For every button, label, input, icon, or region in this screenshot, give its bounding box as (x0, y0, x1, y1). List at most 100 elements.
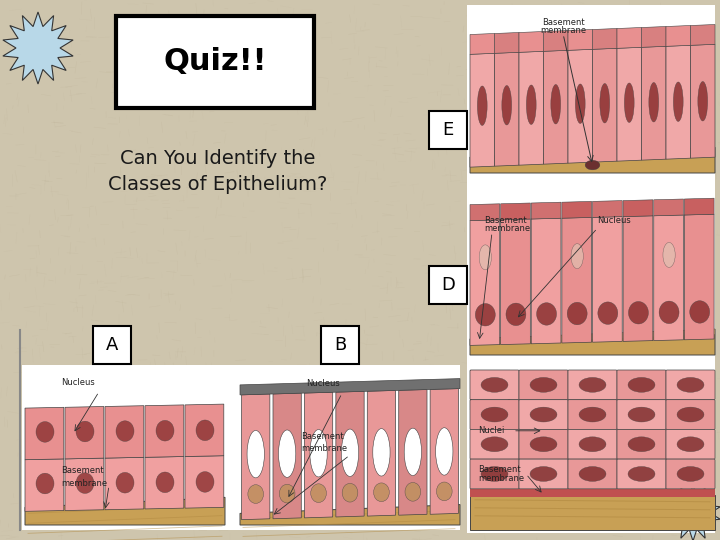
Ellipse shape (530, 407, 557, 422)
Ellipse shape (36, 473, 54, 494)
Ellipse shape (116, 472, 134, 493)
Ellipse shape (551, 84, 561, 124)
Polygon shape (666, 485, 720, 540)
FancyBboxPatch shape (568, 459, 617, 489)
Polygon shape (666, 25, 690, 46)
FancyBboxPatch shape (470, 489, 715, 497)
Polygon shape (273, 393, 301, 519)
Text: Nuclei: Nuclei (478, 426, 505, 435)
Ellipse shape (677, 467, 704, 481)
Ellipse shape (579, 377, 606, 392)
Text: Basement: Basement (541, 18, 585, 27)
Ellipse shape (530, 377, 557, 392)
Polygon shape (25, 497, 225, 525)
Ellipse shape (579, 407, 606, 422)
Ellipse shape (116, 421, 134, 441)
Text: A: A (106, 336, 118, 354)
Text: membrane: membrane (61, 478, 107, 488)
Ellipse shape (506, 303, 526, 326)
Ellipse shape (628, 467, 655, 481)
Polygon shape (470, 33, 495, 55)
Ellipse shape (598, 302, 618, 325)
Polygon shape (240, 504, 460, 525)
Ellipse shape (481, 407, 508, 422)
FancyBboxPatch shape (519, 429, 568, 459)
Ellipse shape (247, 430, 264, 478)
Polygon shape (500, 219, 531, 345)
Ellipse shape (374, 483, 390, 502)
FancyBboxPatch shape (666, 459, 715, 489)
Polygon shape (623, 200, 653, 217)
Polygon shape (593, 217, 622, 342)
Ellipse shape (677, 407, 704, 422)
Ellipse shape (481, 467, 508, 481)
Ellipse shape (663, 242, 675, 267)
Polygon shape (500, 203, 531, 220)
Polygon shape (519, 31, 544, 52)
Ellipse shape (76, 421, 94, 442)
Ellipse shape (341, 429, 359, 476)
Text: membrane: membrane (540, 26, 586, 35)
FancyBboxPatch shape (470, 459, 519, 489)
Polygon shape (690, 44, 715, 158)
FancyBboxPatch shape (666, 400, 715, 429)
Ellipse shape (698, 82, 708, 121)
Ellipse shape (436, 482, 452, 501)
Polygon shape (495, 52, 519, 166)
Ellipse shape (677, 377, 704, 392)
FancyBboxPatch shape (519, 370, 568, 400)
Polygon shape (240, 379, 460, 395)
FancyBboxPatch shape (617, 370, 666, 400)
Polygon shape (519, 51, 544, 165)
Polygon shape (685, 198, 714, 215)
Ellipse shape (279, 484, 295, 503)
Polygon shape (242, 394, 270, 519)
Polygon shape (685, 214, 714, 340)
Polygon shape (531, 202, 561, 219)
Ellipse shape (480, 245, 492, 270)
Polygon shape (593, 48, 617, 162)
Polygon shape (654, 215, 683, 341)
Polygon shape (305, 392, 333, 518)
Ellipse shape (526, 85, 536, 125)
Ellipse shape (475, 303, 495, 326)
Polygon shape (470, 329, 715, 344)
FancyBboxPatch shape (666, 370, 715, 400)
FancyBboxPatch shape (617, 459, 666, 489)
Text: Basement: Basement (61, 466, 104, 475)
Text: Nucleus: Nucleus (306, 379, 340, 388)
Polygon shape (642, 26, 666, 48)
FancyBboxPatch shape (321, 326, 359, 364)
FancyBboxPatch shape (568, 400, 617, 429)
Polygon shape (185, 404, 224, 456)
Ellipse shape (649, 83, 659, 122)
Polygon shape (25, 459, 64, 511)
FancyBboxPatch shape (22, 365, 460, 530)
Ellipse shape (156, 420, 174, 441)
Ellipse shape (248, 485, 264, 503)
Polygon shape (105, 406, 144, 458)
Polygon shape (531, 218, 561, 344)
Text: membrane: membrane (478, 474, 524, 483)
Polygon shape (593, 29, 617, 49)
FancyBboxPatch shape (666, 429, 715, 459)
Polygon shape (367, 390, 395, 516)
Ellipse shape (76, 473, 94, 494)
Ellipse shape (36, 422, 54, 442)
FancyBboxPatch shape (470, 495, 715, 530)
Ellipse shape (628, 377, 655, 392)
Polygon shape (3, 12, 73, 84)
FancyBboxPatch shape (568, 429, 617, 459)
Polygon shape (65, 407, 104, 459)
Ellipse shape (311, 484, 326, 503)
Polygon shape (399, 389, 427, 515)
Text: membrane: membrane (484, 224, 530, 233)
Ellipse shape (196, 420, 214, 441)
Ellipse shape (579, 467, 606, 481)
Polygon shape (470, 204, 500, 221)
Polygon shape (65, 458, 104, 510)
Polygon shape (495, 32, 519, 53)
Ellipse shape (690, 301, 710, 323)
Polygon shape (470, 147, 715, 163)
Polygon shape (617, 28, 642, 48)
